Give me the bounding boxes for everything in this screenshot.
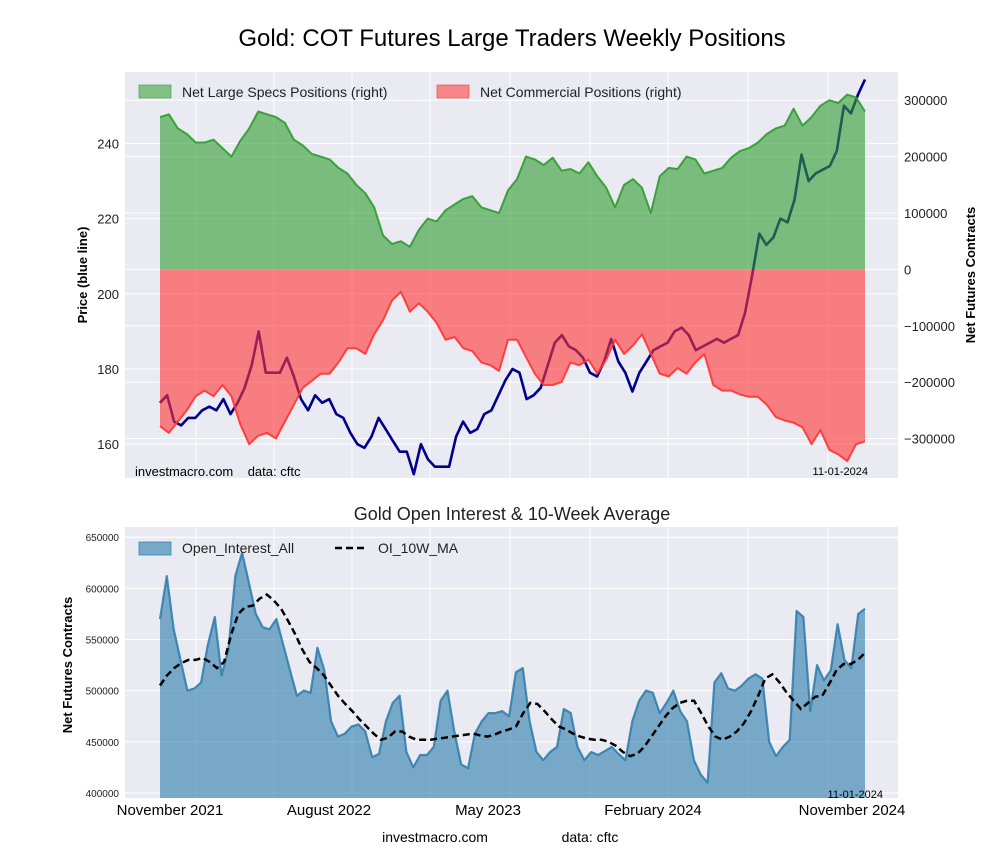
commercial-line xyxy=(159,290,866,463)
figure-title: Gold: COT Futures Large Traders Weekly P… xyxy=(238,25,785,52)
x-tick-label: May 2023 xyxy=(455,802,521,819)
legend-label-oi: Open_Interest_All xyxy=(182,540,294,556)
positions-area-layer xyxy=(159,93,866,463)
top-right-axis-label: Net Futures Contracts xyxy=(963,207,978,344)
bottom-axis-ticks: 400000 450000 500000 550000 600000 650000 xyxy=(86,533,120,800)
bottom-tick-label: 500000 xyxy=(86,687,120,698)
footer-data: data: cftc xyxy=(562,829,619,845)
x-tick-label: November 2021 xyxy=(117,802,224,819)
bottom-tick-label: 550000 xyxy=(86,635,120,646)
right-tick-label: −300000 xyxy=(904,432,955,447)
legend-swatch-oi xyxy=(138,541,172,556)
bottom-axis-label: Net Futures Contracts xyxy=(60,597,75,734)
x-tick-label: November 2024 xyxy=(799,802,906,819)
legend-label-ma: OI_10W_MA xyxy=(378,540,459,556)
x-tick-label: August 2022 xyxy=(287,802,371,819)
right-tick-label: −100000 xyxy=(904,319,955,334)
commercial-area xyxy=(160,269,865,462)
left-tick-label: 180 xyxy=(97,362,119,377)
left-tick-label: 240 xyxy=(97,136,119,151)
bottom-date-annotation: 11-01-2024 xyxy=(828,789,883,801)
right-tick-label: −200000 xyxy=(904,375,955,390)
left-tick-label: 200 xyxy=(97,287,119,302)
top-right-axis-ticks: −300000 −200000 −100000 0 100000 200000 300000 xyxy=(904,93,955,446)
bottom-tick-label: 450000 xyxy=(86,738,120,749)
top-left-axis-label: Price (blue line) xyxy=(75,227,90,324)
oi-moving-average-line xyxy=(158,592,866,758)
specs-line xyxy=(159,93,866,248)
bottom-tick-label: 650000 xyxy=(86,533,120,544)
footer-site: investmacro.com xyxy=(382,829,488,845)
top-left-axis-ticks: 160 180 200 220 240 xyxy=(97,136,119,452)
x-tick-label: February 2024 xyxy=(604,802,702,819)
top-panel: 160 180 200 220 240 −300000 −200000 −100000 0 10… xyxy=(75,72,978,479)
bottom-x-ticks: November 2021 August 2022 May 2023 February… xyxy=(117,802,906,819)
left-tick-label: 160 xyxy=(97,437,119,452)
bottom-legend: Open_Interest_All OI_10W_MA xyxy=(138,540,459,556)
legend-label-specs: Net Large Specs Positions (right) xyxy=(182,84,387,100)
bottom-panel: Gold Open Interest & 10-Week Average 400… xyxy=(60,504,905,819)
top-date-annotation: 11-01-2024 xyxy=(813,466,868,478)
bottom-tick-label: 600000 xyxy=(86,584,120,595)
left-tick-label: 220 xyxy=(97,212,119,227)
legend-swatch-commercial xyxy=(436,84,470,99)
open-interest-line xyxy=(158,551,866,784)
top-source-annotation: investmacro.com data: cftc xyxy=(135,464,301,479)
top-legend: Net Large Specs Positions (right) Net Co… xyxy=(138,84,682,100)
right-tick-label: 100000 xyxy=(904,206,947,221)
right-tick-label: 0 xyxy=(904,262,911,277)
legend-swatch-specs xyxy=(138,84,172,99)
specs-area xyxy=(160,94,865,270)
right-tick-label: 200000 xyxy=(904,150,947,165)
open-interest-layer xyxy=(158,551,866,798)
bottom-title: Gold Open Interest & 10-Week Average xyxy=(354,504,671,524)
legend-label-commercial: Net Commercial Positions (right) xyxy=(480,84,682,100)
right-tick-label: 300000 xyxy=(904,93,947,108)
bottom-tick-label: 400000 xyxy=(86,789,120,800)
